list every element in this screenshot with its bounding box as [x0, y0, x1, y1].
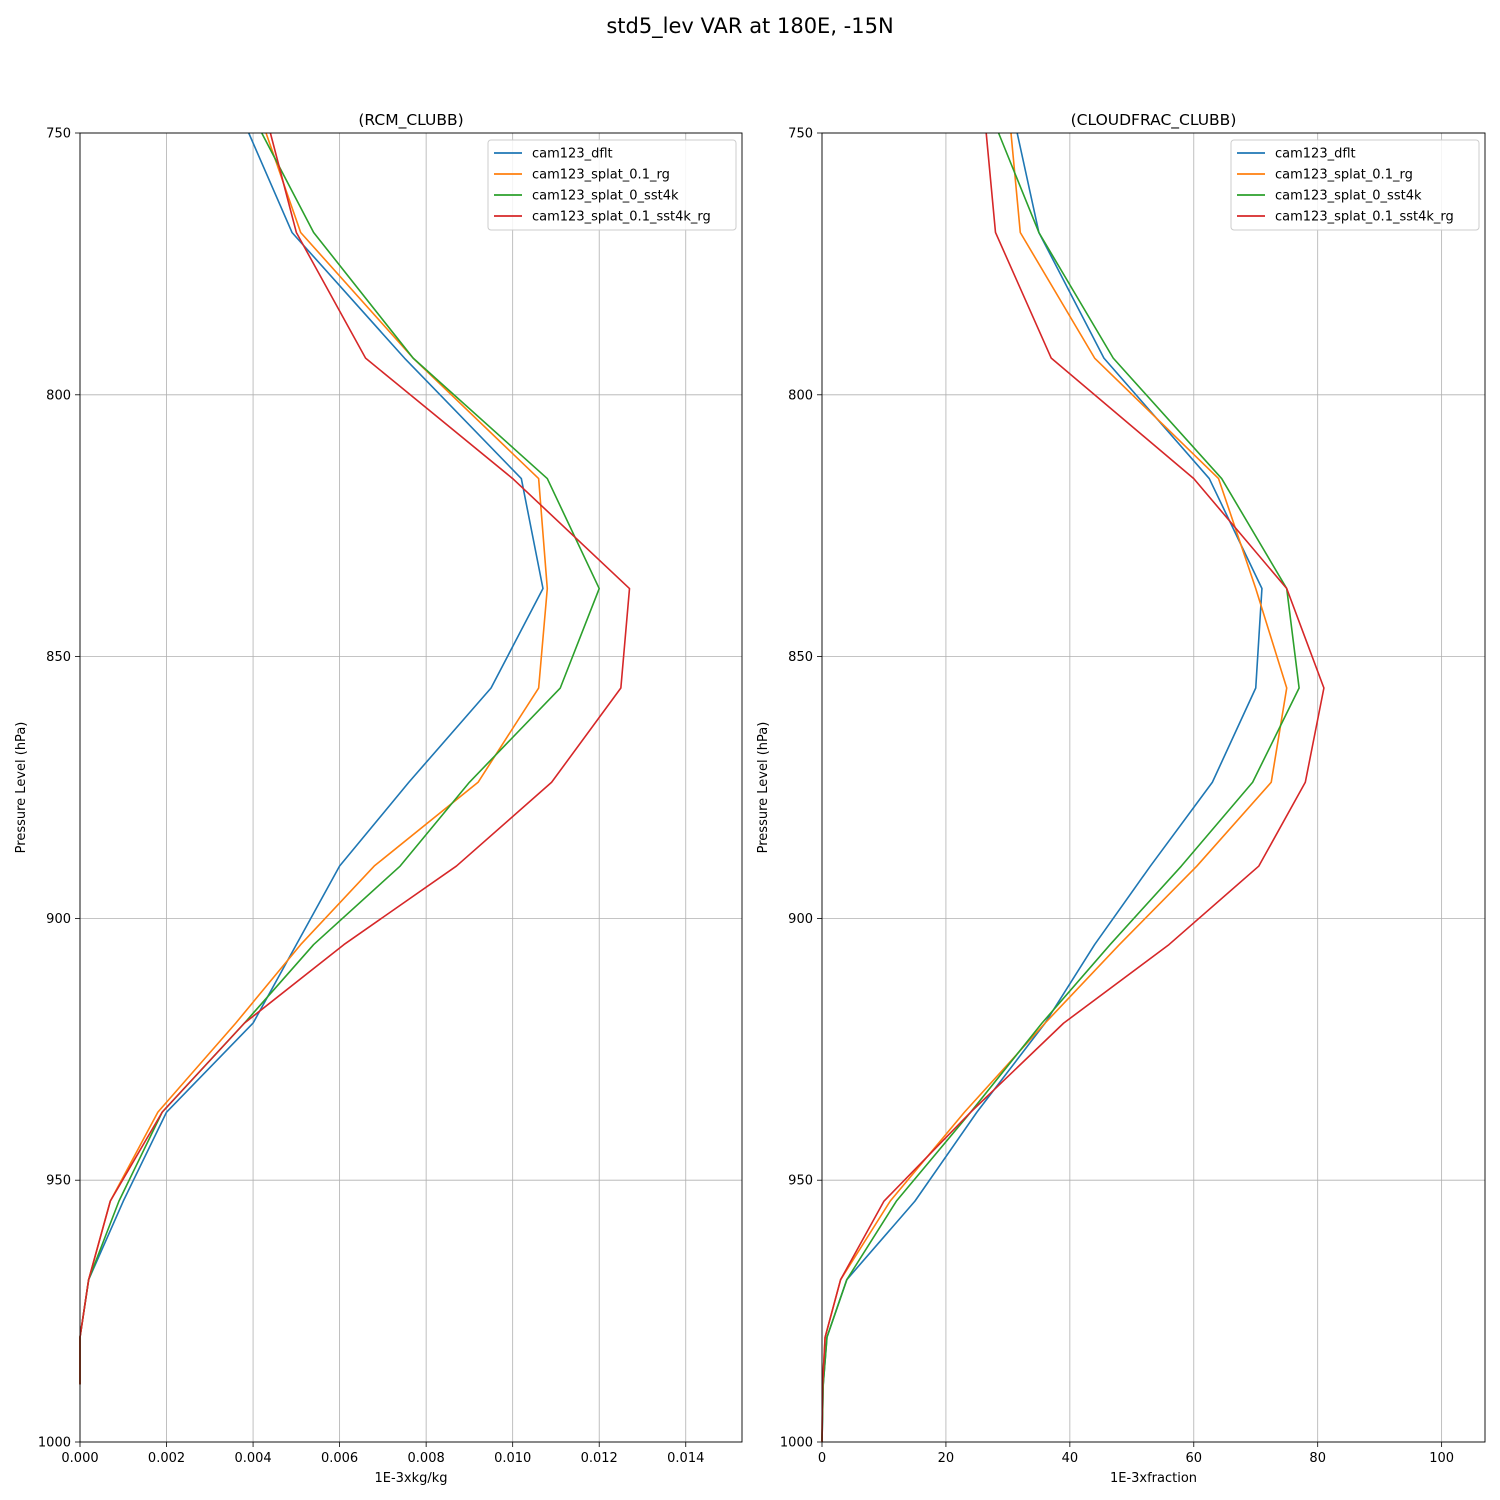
y-axis-label: Pressure Level (hPa): [14, 722, 29, 854]
panel-1: 0.000 0.002 0.004 0.006 0.008 0.010 0.012 0.014…: [14, 111, 743, 1486]
x-tick-label: 0.002: [148, 1451, 185, 1466]
x-tick-label: 0.008: [408, 1451, 445, 1466]
y-tick-label: 900: [46, 912, 71, 927]
series-line-2: [821, 132, 1288, 1443]
legend: cam123_dflt cam123_splat_0.1_rg cam123_spl…: [1230, 139, 1480, 231]
y-axis-label: Pressure Level (hPa): [756, 722, 771, 854]
y-tick-label: 950: [46, 1174, 71, 1189]
legend-label-3: cam123_splat_0_sst4k: [1275, 189, 1422, 204]
panel-title: (RCM_CLUBB): [358, 111, 463, 130]
legend-box: [487, 139, 737, 231]
legend-label-1: cam123_dflt: [1275, 147, 1356, 162]
x-axis-label: 1E-3xfraction: [1110, 1471, 1197, 1486]
panel-title: (CLOUDFRAC_CLUBB): [1071, 111, 1237, 130]
x-tick-label: 0.000: [61, 1451, 98, 1466]
y-tick-label: 1000: [38, 1436, 71, 1451]
y-tick-label: 900: [788, 912, 813, 927]
x-tick-label: 40: [1062, 1451, 1079, 1466]
x-tick-label: 0.006: [321, 1451, 358, 1466]
y-tick-label: 850: [46, 650, 71, 665]
y-tick-label: 950: [788, 1174, 813, 1189]
legend-label-2: cam123_splat_0.1_rg: [1275, 168, 1413, 183]
series-line-4: [79, 132, 631, 1385]
x-tick-label: 0.004: [234, 1451, 271, 1466]
y-tick-label: 800: [46, 388, 71, 403]
x-tick-label: 0.010: [494, 1451, 531, 1466]
x-tick-label: 20: [938, 1451, 955, 1466]
y-tick-label: 1000: [780, 1436, 813, 1451]
legend-label-4: cam123_splat_0.1_sst4k_rg: [1275, 210, 1454, 225]
series-line-1: [821, 132, 1263, 1443]
x-axis-label: 1E-3xkg/kg: [374, 1471, 447, 1486]
legend-label-1: cam123_dflt: [532, 147, 613, 162]
x-tick-label: 100: [1429, 1451, 1454, 1466]
y-tick-label: 750: [46, 127, 71, 142]
x-tick-label: 80: [1309, 1451, 1326, 1466]
series-line-3: [79, 132, 601, 1385]
plot-frame: [821, 132, 1486, 1443]
legend-box: [1230, 139, 1480, 231]
figure-title: std5_lev VAR at 180E, -15N: [606, 14, 894, 38]
series-line-2: [79, 132, 549, 1385]
legend-label-3: cam123_splat_0_sst4k: [532, 189, 679, 204]
legend-label-2: cam123_splat_0.1_rg: [532, 168, 670, 183]
y-tick-label: 750: [788, 127, 813, 142]
series-line-4: [821, 132, 1325, 1443]
y-tick-label: 800: [788, 388, 813, 403]
panel-2: 0 20 40 60 80 100 750 800 850 900 950 1000 (CLOUDFRA…: [756, 111, 1486, 1486]
x-tick-label: 0.014: [667, 1451, 704, 1466]
y-tick-label: 850: [788, 650, 813, 665]
legend-label-4: cam123_splat_0.1_sst4k_rg: [532, 210, 711, 225]
x-tick-label: 0: [818, 1451, 826, 1466]
legend: cam123_dflt cam123_splat_0.1_rg cam123_spl…: [487, 139, 737, 231]
x-tick-label: 0.012: [581, 1451, 618, 1466]
series-line-1: [79, 132, 544, 1385]
x-tick-label: 60: [1186, 1451, 1203, 1466]
plot-frame: [79, 132, 743, 1443]
series-line-3: [821, 132, 1300, 1443]
